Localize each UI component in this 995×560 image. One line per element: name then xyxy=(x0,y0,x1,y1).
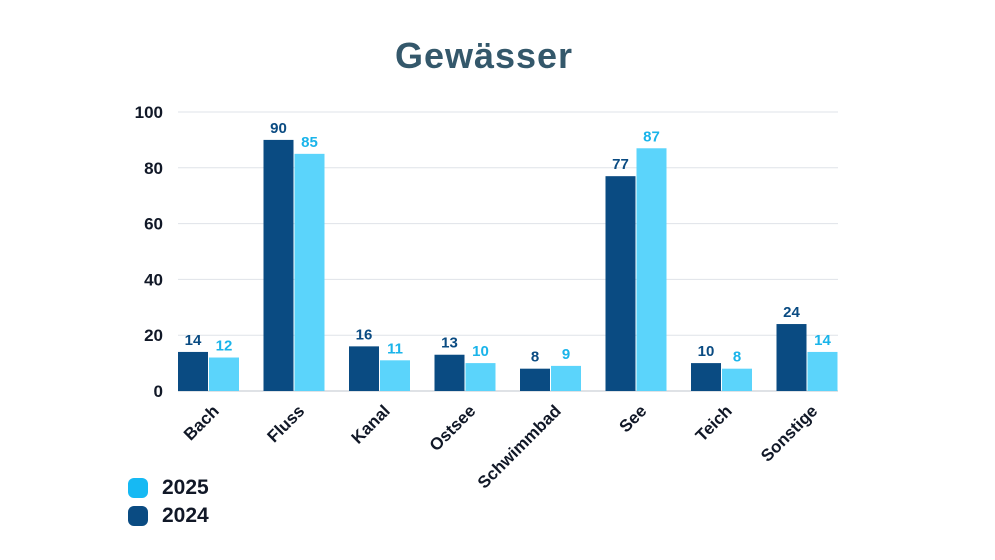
bar-2025-ostsee xyxy=(465,363,496,391)
data-label-2024-sonstige: 24 xyxy=(783,304,800,321)
x-tick-label: Sonstige xyxy=(757,401,821,465)
x-tick-label: Teich xyxy=(692,401,736,445)
legend: 2025 2024 xyxy=(128,474,209,530)
bar-2025-kanal xyxy=(380,360,410,391)
bar-2024-fluss xyxy=(263,139,294,391)
bar-2024-teich xyxy=(691,363,721,391)
legend-label-2025: 2025 xyxy=(162,476,209,499)
data-label-2025-kanal: 11 xyxy=(387,340,403,357)
bar-2024-kanal xyxy=(349,346,379,391)
bars xyxy=(178,139,838,391)
y-tick-label: 80 xyxy=(144,159,163,178)
data-label-2025-bach: 12 xyxy=(216,338,233,355)
y-axis-ticks: 0 20 40 60 80 100 xyxy=(135,103,163,401)
bar-2025-see xyxy=(636,148,667,391)
y-tick-label: 60 xyxy=(144,215,163,234)
data-labels: 14 12 90 85 16 11 13 10 8 9 77 87 10 8 24 14 xyxy=(185,120,832,366)
x-tick-label: Fluss xyxy=(263,401,308,446)
legend-item-2025: 2025 xyxy=(128,474,209,502)
data-label-2025-teich: 8 xyxy=(733,349,741,366)
data-label-2024-see: 77 xyxy=(612,156,629,173)
legend-item-2024: 2024 xyxy=(128,502,209,530)
data-label-2025-sonstige: 14 xyxy=(814,332,831,349)
data-label-2025-ostsee: 10 xyxy=(472,343,489,360)
legend-swatch-2024 xyxy=(128,506,148,526)
data-label-2024-ostsee: 13 xyxy=(441,335,458,352)
data-label-2025-fluss: 85 xyxy=(301,134,318,151)
bar-2024-ostsee xyxy=(434,354,465,391)
bar-2025-teich xyxy=(722,368,752,391)
data-label-2024-kanal: 16 xyxy=(356,326,373,343)
chart-title: Gewässer xyxy=(395,35,573,76)
bar-2025-sonstige xyxy=(807,351,838,391)
bar-2025-fluss xyxy=(294,153,325,391)
x-tick-label: Bach xyxy=(180,401,223,444)
y-tick-label: 20 xyxy=(144,326,163,345)
bar-2024-bach xyxy=(178,351,208,391)
legend-label-2024: 2024 xyxy=(162,504,209,527)
data-label-2024-schwimmbad: 8 xyxy=(531,349,539,366)
legend-swatch-2025 xyxy=(128,478,148,498)
bar-2024-sonstige xyxy=(776,324,807,391)
data-label-2025-see: 87 xyxy=(643,128,660,145)
x-tick-label: Kanal xyxy=(348,401,394,447)
y-tick-label: 100 xyxy=(135,103,163,122)
x-tick-label: Ostsee xyxy=(426,401,480,455)
x-tick-label: See xyxy=(616,401,651,436)
bar-2024-schwimmbad xyxy=(520,368,550,391)
bar-2024-see xyxy=(605,176,636,391)
data-label-2024-teich: 10 xyxy=(698,343,715,360)
y-tick-label: 0 xyxy=(154,382,163,401)
bar-2025-schwimmbad xyxy=(551,365,581,391)
x-tick-label: Schwimmbad xyxy=(474,401,565,492)
bar-2025-bach xyxy=(209,357,239,391)
data-label-2024-fluss: 90 xyxy=(270,120,287,137)
y-tick-label: 40 xyxy=(144,270,163,289)
data-label-2025-schwimmbad: 9 xyxy=(562,346,570,363)
data-label-2024-bach: 14 xyxy=(185,332,202,349)
